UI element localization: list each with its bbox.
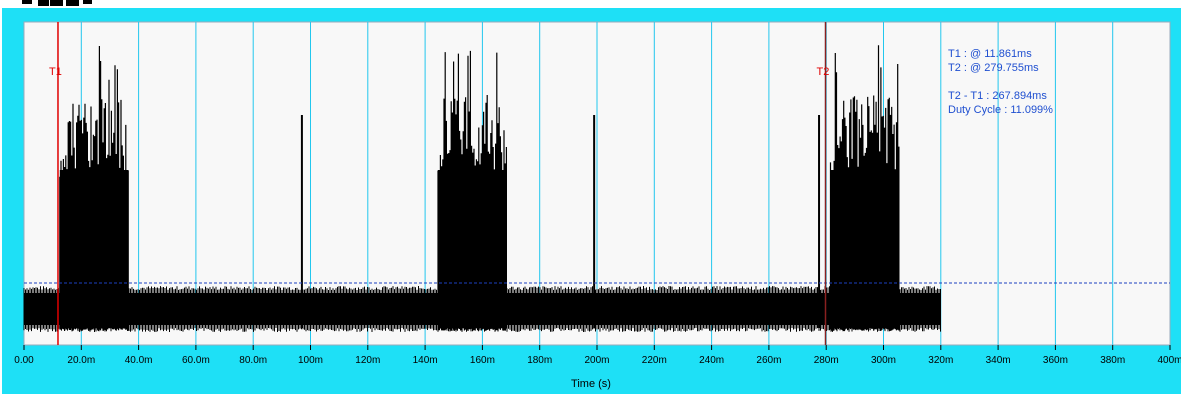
tick-label: 320m <box>928 355 953 366</box>
measurement-line: Duty Cycle : 11.099% <box>948 104 1053 116</box>
cropped-heading-fragment <box>22 0 92 6</box>
x-axis-label: Time (s) <box>571 378 611 390</box>
tick-label: 300m <box>871 355 896 366</box>
signal-trace <box>23 45 941 332</box>
tick-label: 0.00 <box>14 355 34 366</box>
x-axis-ticks: 0.00 20.0m 40.0m 60.0m 80.0m 100m 120m 140m 160m… <box>14 345 1181 366</box>
tick-label: 60.0m <box>182 355 210 366</box>
tick-label: 100m <box>298 355 323 366</box>
measurement-line: T2 : @ 279.755ms <box>948 62 1039 74</box>
tick-label: 340m <box>986 355 1011 366</box>
tick-label: 400m <box>1157 355 1181 366</box>
tick-label: 160m <box>470 355 495 366</box>
tick-label: 260m <box>756 355 781 366</box>
tick-label: 360m <box>1043 355 1068 366</box>
measurement-line: T2 - T1 : 267.894ms <box>948 90 1047 102</box>
measurement-line: T1 : @ 11.861ms <box>948 48 1032 60</box>
burst-body-1 <box>59 170 129 328</box>
tick-label: 220m <box>642 355 667 366</box>
cursor-label-t2: T2 <box>816 66 829 78</box>
burst-body-2 <box>437 170 507 328</box>
tick-label: 380m <box>1100 355 1125 366</box>
cursors: T1 T2 <box>49 22 829 345</box>
tick-label: 20.0m <box>67 355 95 366</box>
tick-label: 120m <box>355 355 380 366</box>
tick-label: 40.0m <box>125 355 153 366</box>
measurement-readout: T1 : @ 11.861ms T2 : @ 279.755ms T2 - T1 :… <box>948 48 1053 116</box>
tick-label: 180m <box>527 355 552 366</box>
tick-label: 280m <box>814 355 839 366</box>
burst-body-3 <box>830 170 900 328</box>
tick-label: 240m <box>699 355 724 366</box>
tick-label: 80.0m <box>239 355 267 366</box>
cursor-label-t1: T1 <box>49 66 62 78</box>
tick-label: 140m <box>413 355 438 366</box>
tick-label: 200m <box>584 355 609 366</box>
